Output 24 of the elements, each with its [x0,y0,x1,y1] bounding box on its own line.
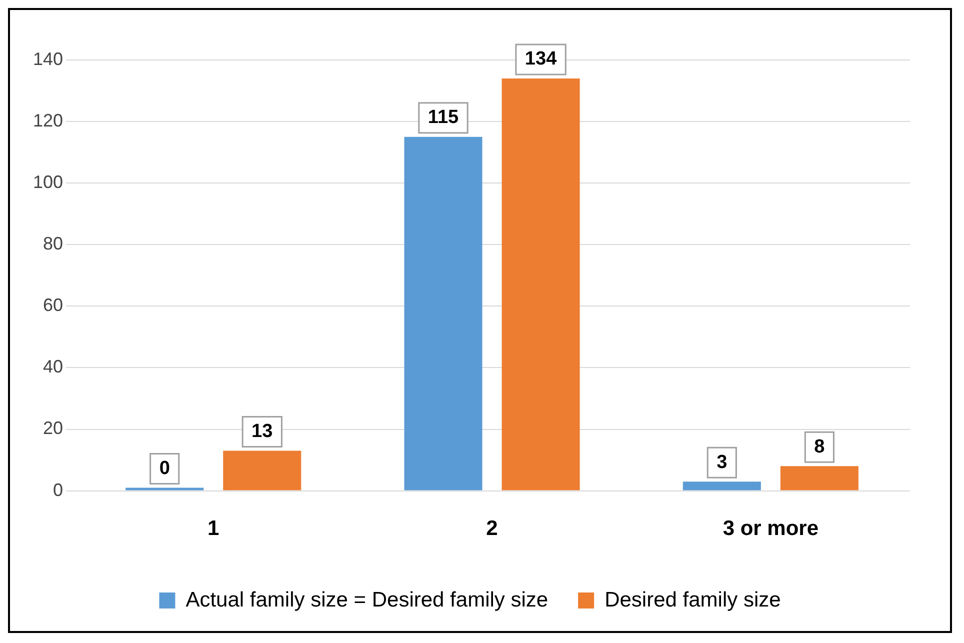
y-tick-label: 40 [43,356,64,377]
legend-label: Desired family size [604,588,781,612]
bar [502,78,580,490]
bar [682,482,761,490]
bar [780,466,858,490]
y-tick-label: 140 [32,48,64,69]
data-label: 13 [252,421,273,442]
x-tick-label: 1 [208,517,220,540]
data-label: 0 [159,458,170,480]
x-tick-label: 3 or more [722,517,819,540]
y-tick-label: 120 [32,110,64,131]
data-label: 8 [814,436,825,458]
bar [404,136,482,490]
data-label: 115 [428,107,460,128]
legend-label: Actual family size = Desired family size [186,588,548,612]
y-tick-label: 20 [43,418,64,438]
x-tick-label: 2 [486,517,498,540]
y-tick-label: 100 [32,172,64,192]
y-tick-label: 80 [43,234,64,254]
data-label: 134 [524,48,558,70]
y-tick-label: 0 [53,480,64,500]
bar [223,450,302,490]
y-tick-label: 60 [43,295,64,316]
data-label: 3 [716,452,728,473]
